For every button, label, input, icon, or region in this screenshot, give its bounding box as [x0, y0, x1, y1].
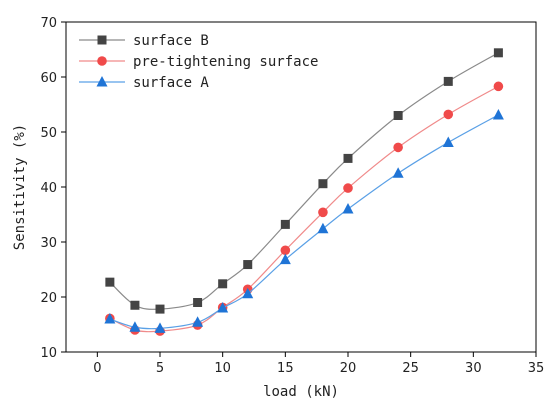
legend-marker	[97, 35, 107, 45]
data-point-pre-tightening-surface	[493, 81, 504, 92]
data-point-surface-b	[243, 260, 253, 270]
series-layer	[104, 48, 504, 336]
data-point-surface-a	[104, 313, 116, 324]
data-point-surface-b	[318, 179, 328, 189]
x-tick-label: 25	[402, 361, 419, 376]
y-tick-label: 60	[40, 71, 57, 86]
legend-item-pre-tightening-surface: pre-tightening surface	[79, 54, 318, 70]
y-axis-title: Sensitivity (%)	[12, 124, 28, 250]
y-tick-label: 20	[40, 291, 57, 306]
y-tick-label: 40	[40, 181, 57, 196]
data-point-surface-a	[279, 253, 291, 265]
y-tick-label: 30	[40, 236, 57, 251]
data-point-pre-tightening-surface	[318, 207, 328, 218]
legend-item-surface-a: surface A	[79, 75, 209, 91]
data-point-surface-a	[342, 203, 354, 214]
series-surface-a	[104, 108, 504, 333]
data-point-surface-b	[155, 304, 165, 314]
data-point-surface-b	[130, 300, 140, 310]
x-tick-label: 15	[277, 361, 294, 376]
x-axis-title: load (kN)	[263, 384, 339, 400]
data-point-surface-b	[105, 277, 115, 287]
data-point-surface-a	[154, 322, 166, 333]
x-tick-label: 30	[465, 361, 482, 376]
series-line-surface-a	[109, 114, 499, 330]
series-line-pre-tightening-surface	[109, 85, 499, 333]
x-tick-label: 5	[156, 361, 164, 376]
y-tick-label: 10	[40, 346, 57, 361]
x-tick-label: 20	[340, 361, 357, 376]
x-tick-label: 10	[214, 361, 231, 376]
legend-marker	[96, 76, 108, 87]
data-point-surface-a	[242, 287, 254, 299]
data-point-surface-a	[392, 167, 404, 178]
data-point-surface-a	[217, 302, 229, 313]
y-tick-label: 50	[40, 126, 57, 141]
data-point-surface-b	[343, 153, 353, 163]
data-point-surface-b	[443, 76, 453, 86]
axes: 0 5 10 15 20 25 30 35 10 20 30 40 50 60 70	[40, 16, 544, 376]
data-point-pre-tightening-surface	[443, 109, 454, 120]
data-point-surface-b	[493, 48, 503, 58]
series-pre-tightening-surface	[105, 81, 504, 336]
data-point-surface-a	[192, 316, 204, 327]
data-point-pre-tightening-surface	[343, 183, 353, 193]
data-point-surface-a	[129, 321, 141, 332]
series-surface-b	[105, 48, 503, 314]
legend-label: surface A	[133, 75, 209, 91]
data-point-surface-a	[317, 222, 329, 234]
x-tick-label: 35	[528, 361, 545, 376]
y-tick-label: 70	[40, 16, 57, 31]
series-line-surface-b	[109, 52, 499, 310]
data-point-pre-tightening-surface	[393, 142, 403, 153]
data-point-surface-a	[492, 108, 504, 120]
legend-marker	[97, 56, 107, 66]
data-point-surface-b	[393, 111, 403, 120]
x-tick-label: 0	[93, 361, 101, 376]
legend-item-surface-b: surface B	[79, 33, 209, 49]
legend-label: pre-tightening surface	[133, 54, 318, 70]
legend-label: surface B	[133, 33, 209, 49]
data-point-surface-a	[442, 136, 454, 147]
data-point-surface-b	[193, 298, 203, 307]
data-point-surface-b	[218, 279, 228, 289]
data-point-pre-tightening-surface	[280, 245, 291, 256]
data-point-surface-b	[280, 219, 290, 229]
legend: surface B pre-tightening surface surface A	[79, 33, 318, 91]
